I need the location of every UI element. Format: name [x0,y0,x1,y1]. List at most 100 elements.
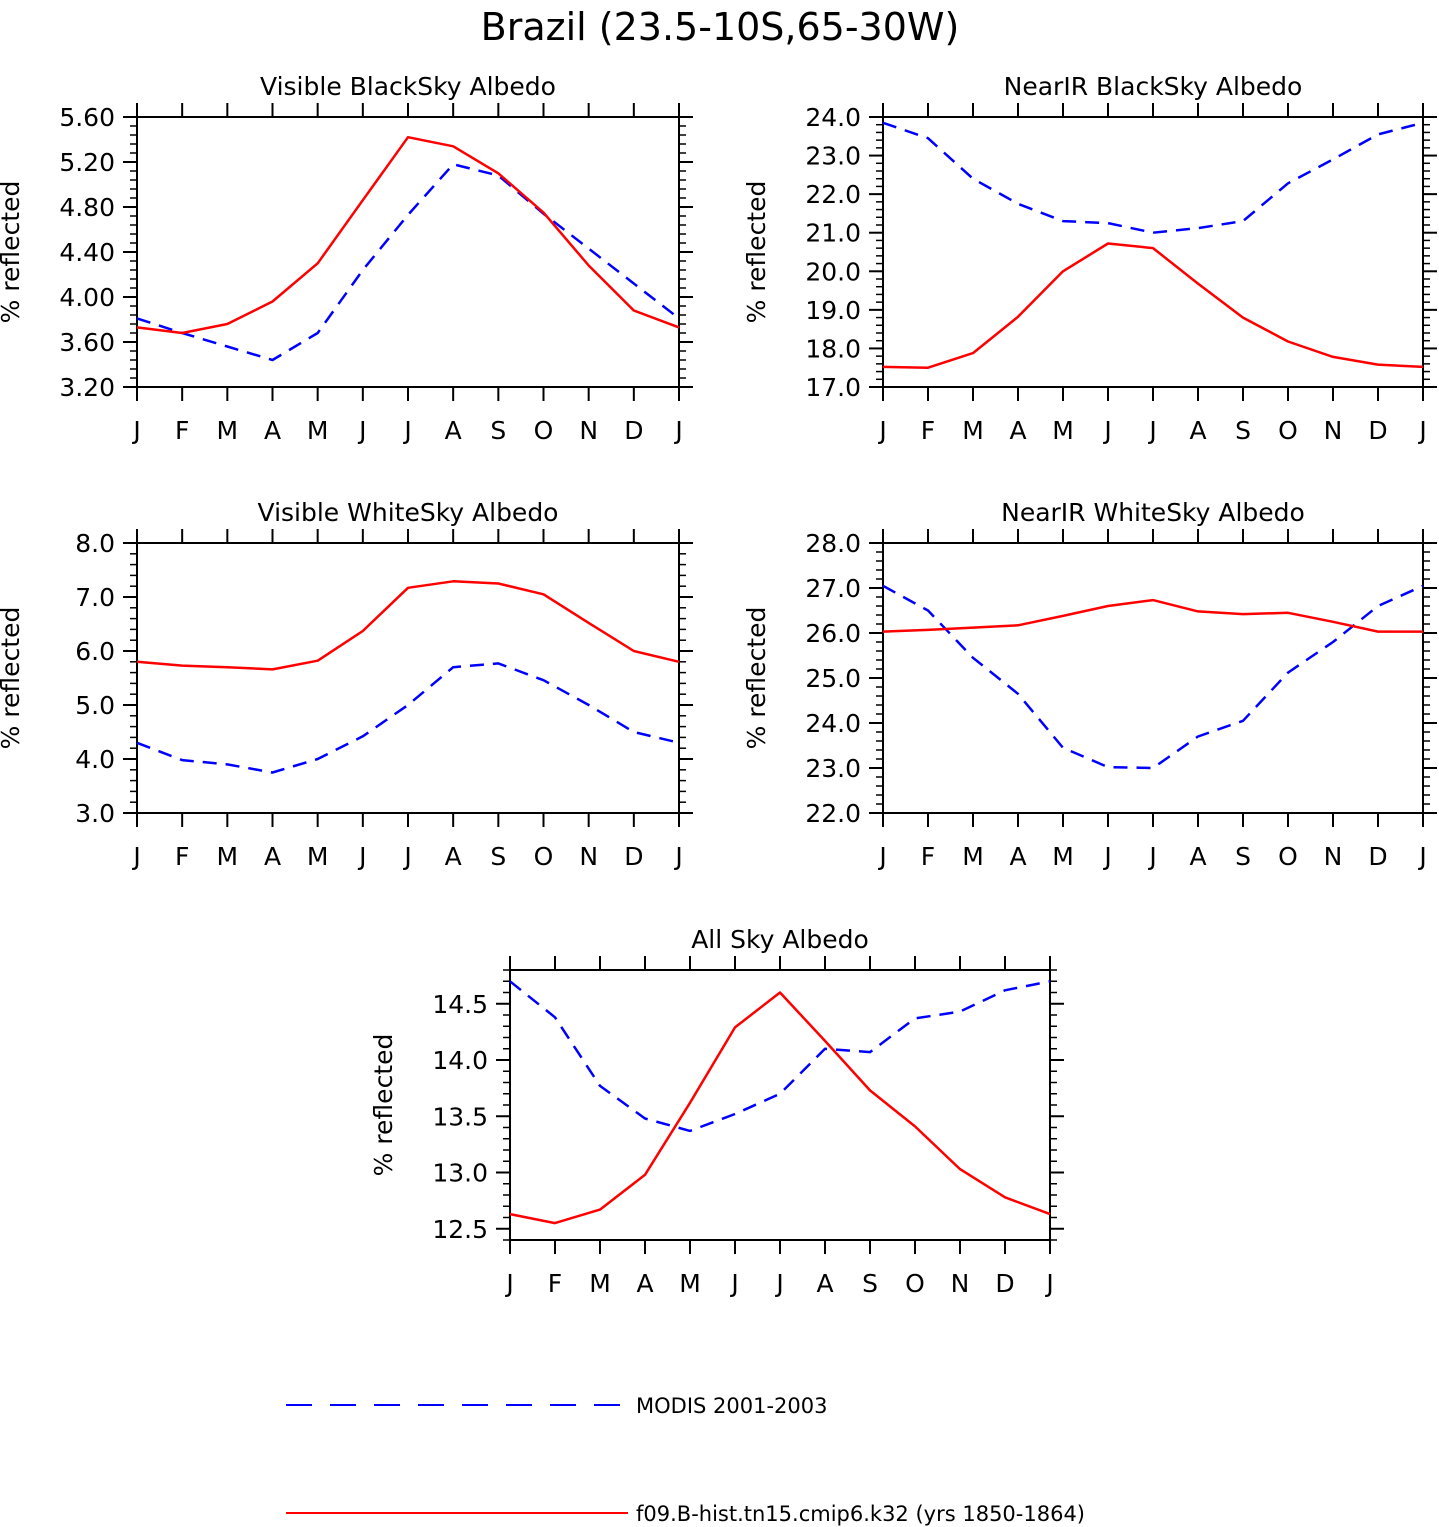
x-tick-label: F [175,842,189,871]
x-tick-label: J [131,416,140,445]
series-line-modis [136,163,680,362]
y-tick-label: 28.0 [805,529,861,558]
y-axis-label: % reflected [742,607,771,750]
panel-title: All Sky Albedo [691,925,869,954]
panel-title: Visible BlackSky Albedo [260,72,556,101]
x-tick-label: J [357,842,366,871]
y-tick-label: 17.0 [805,373,861,402]
x-tick-label: D [624,416,643,445]
x-tick-label: J [1102,842,1111,871]
plot-frame [882,542,1424,814]
x-tick-label: J [1102,416,1111,445]
x-tick-label: S [490,842,506,871]
x-tick-label: S [1235,416,1251,445]
x-tick-label: S [1235,842,1251,871]
x-tick-label: M [1052,416,1074,445]
y-axis-label: % reflected [0,607,25,750]
x-tick-label: A [264,416,281,445]
x-tick-label: D [624,842,643,871]
y-tick-label: 12.5 [432,1215,488,1244]
x-tick-label: N [579,842,598,871]
y-tick-label: 4.80 [59,193,115,222]
x-tick-label: J [877,416,886,445]
x-tick-label: N [1324,416,1343,445]
x-tick-label: M [962,842,984,871]
series-line-modis [882,121,1424,234]
x-tick-label: N [1324,842,1343,871]
x-tick-label: F [548,1269,562,1298]
x-tick-label: M [679,1269,701,1298]
x-tick-label: J [673,842,682,871]
series-line-modis [136,662,680,774]
y-tick-label: 4.0 [75,745,115,774]
y-tick-label: 5.20 [59,148,115,177]
x-tick-label: J [1044,1269,1053,1298]
x-tick-label: J [673,416,682,445]
y-tick-label: 26.0 [805,619,861,648]
x-tick-label: N [579,416,598,445]
figure-title: Brazil (23.5-10S,65-30W) [481,5,960,49]
x-tick-label: M [307,416,329,445]
y-tick-label: 3.0 [75,799,115,828]
x-tick-label: O [905,1269,925,1298]
y-tick-label: 23.0 [805,754,861,783]
x-tick-label: A [816,1269,833,1298]
x-tick-label: D [995,1269,1014,1298]
x-tick-label: A [264,842,281,871]
x-tick-label: J [1147,842,1156,871]
legend: MODIS 2001-2003 f09.B-hist.tn15.cmip6.k3… [286,1394,1085,1526]
x-tick-label: A [1189,416,1206,445]
panel-title: NearIR BlackSky Albedo [1004,72,1303,101]
x-tick-label: M [589,1269,611,1298]
x-tick-label: J [402,416,411,445]
y-axis-label: % reflected [742,181,771,324]
x-tick-label: O [1278,416,1298,445]
x-tick-label: A [1009,842,1026,871]
panel-title: NearIR WhiteSky Albedo [1001,498,1305,527]
legend-label-modis: MODIS 2001-2003 [636,1394,827,1418]
y-tick-label: 7.0 [75,583,115,612]
series-line-modis [882,584,1424,770]
series-line-model [882,242,1424,369]
series-line-model [136,580,680,671]
y-tick-label: 24.0 [805,709,861,738]
x-tick-label: O [534,842,554,871]
x-tick-label: J [1417,416,1426,445]
x-tick-label: M [217,416,239,445]
y-tick-label: 5.60 [59,103,115,132]
y-tick-label: 6.0 [75,637,115,666]
series-line-model [509,991,1051,1225]
series-line-modis [509,980,1051,1133]
y-tick-label: 14.0 [432,1046,488,1075]
y-tick-label: 8.0 [75,529,115,558]
y-axis-label: % reflected [0,181,25,324]
x-tick-label: J [402,842,411,871]
x-tick-label: A [445,842,462,871]
x-tick-label: O [534,416,554,445]
y-tick-label: 19.0 [805,296,861,325]
y-tick-label: 5.0 [75,691,115,720]
x-tick-label: N [951,1269,970,1298]
y-tick-label: 13.5 [432,1102,488,1131]
x-tick-label: M [307,842,329,871]
plot-frame [882,116,1424,388]
x-tick-label: F [921,416,935,445]
y-tick-label: 23.0 [805,142,861,171]
legend-label-model: f09.B-hist.tn15.cmip6.k32 (yrs 1850-1864… [636,1502,1085,1526]
y-tick-label: 22.0 [805,799,861,828]
x-tick-label: J [1147,416,1156,445]
y-tick-label: 20.0 [805,257,861,286]
x-tick-label: O [1278,842,1298,871]
y-axis-label: % reflected [369,1034,398,1177]
x-tick-label: J [504,1269,513,1298]
x-tick-label: F [175,416,189,445]
plot-frame [136,542,680,814]
y-tick-label: 18.0 [805,334,861,363]
plot-frame [509,969,1051,1241]
